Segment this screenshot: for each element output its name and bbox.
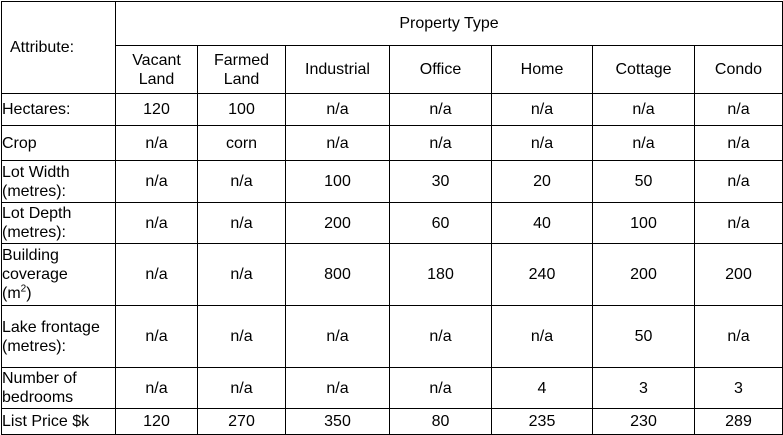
row-label-lot-width: Lot Width (metres):	[1, 160, 116, 203]
row-label-hectares: Hectares:	[1, 93, 116, 126]
table-cell: 200	[285, 202, 390, 244]
table-cell: 120	[115, 408, 198, 435]
row-label-crop: Crop	[1, 125, 116, 161]
table-cell: n/a	[115, 160, 198, 203]
table-cell: n/a	[592, 93, 695, 126]
table-cell: 100	[592, 202, 695, 244]
table-cell: n/a	[115, 125, 198, 161]
table-cell: n/a	[694, 93, 783, 126]
row-label-building-coverage: Building coverage (m2)	[1, 243, 116, 306]
row-label-list-price: List Price $k	[1, 408, 116, 435]
row-label-number-of-bedrooms: Number of bedrooms	[1, 367, 116, 409]
column-header-industrial: Industrial	[285, 45, 390, 94]
table-cell: 3	[694, 367, 783, 409]
table-cell: 180	[389, 243, 492, 306]
table-cell: 30	[389, 160, 492, 203]
table-cell: n/a	[389, 93, 492, 126]
column-header-cottage: Cottage	[592, 45, 695, 94]
table-cell: n/a	[491, 305, 593, 368]
table-row: Lot Width (metres): n/a n/a 100 30 20 50…	[1, 160, 783, 203]
table-cell: 80	[389, 408, 492, 435]
column-header-farmed-land: Farmed Land	[197, 45, 286, 94]
header-row-group: Attribute: Property Type	[1, 1, 783, 94]
table-cell: 3	[592, 367, 695, 409]
table-cell: n/a	[197, 367, 286, 409]
table-row: Crop n/a corn n/a n/a n/a n/a n/a	[1, 125, 783, 161]
attribute-header: Attribute:	[1, 1, 116, 94]
property-type-header: Property Type	[115, 1, 783, 46]
table-cell: 270	[197, 408, 286, 435]
table-cell: n/a	[389, 125, 492, 161]
table-row: Lot Depth (metres): n/a n/a 200 60 40 10…	[1, 202, 783, 244]
table-cell: n/a	[115, 367, 198, 409]
table-cell: 350	[285, 408, 390, 435]
table-cell: n/a	[285, 125, 390, 161]
table-cell: 100	[197, 93, 286, 126]
table-cell: 235	[491, 408, 593, 435]
table-cell: 20	[491, 160, 593, 203]
table-cell: n/a	[197, 160, 286, 203]
table-cell: n/a	[197, 202, 286, 244]
table-cell: n/a	[197, 305, 286, 368]
table-cell: 50	[592, 160, 695, 203]
row-label-lake-frontage: Lake frontage (metres):	[1, 305, 116, 368]
column-header-home: Home	[491, 45, 593, 94]
table-cell: 800	[285, 243, 390, 306]
table-cell: 50	[592, 305, 695, 368]
table-cell: 4	[491, 367, 593, 409]
header-row-columns: Vacant Land Farmed Land Industrial Offic…	[2, 45, 783, 94]
table-cell: 40	[491, 202, 593, 244]
table-cell: n/a	[115, 243, 198, 306]
table-cell: n/a	[197, 243, 286, 306]
table-cell: n/a	[491, 93, 593, 126]
table-cell: 240	[491, 243, 593, 306]
table-cell: n/a	[115, 202, 198, 244]
table-row: Number of bedrooms n/a n/a n/a n/a 4 3 3	[1, 367, 783, 409]
table-cell: 100	[285, 160, 390, 203]
table-row: Hectares: 120 100 n/a n/a n/a n/a n/a	[1, 93, 783, 126]
table-cell: n/a	[694, 305, 783, 368]
column-header-vacant-land: Vacant Land	[115, 45, 198, 94]
table-row: List Price $k 120 270 350 80 235 230 289	[1, 408, 783, 435]
column-header-office: Office	[389, 45, 492, 94]
table-row: Building coverage (m2) n/a n/a 800 180 240…	[1, 243, 783, 306]
table-cell: corn	[197, 125, 286, 161]
table-cell: n/a	[389, 305, 492, 368]
table-cell: n/a	[285, 367, 390, 409]
row-label-lot-depth: Lot Depth (metres):	[1, 202, 116, 244]
table-cell: n/a	[115, 305, 198, 368]
table-cell: n/a	[694, 202, 783, 244]
column-header-condo: Condo	[694, 45, 783, 94]
table-cell: 200	[592, 243, 695, 306]
table-cell: 230	[592, 408, 695, 435]
table-cell: 289	[694, 408, 783, 435]
table-cell: 120	[115, 93, 198, 126]
table-row: Lake frontage (metres): n/a n/a n/a n/a …	[1, 305, 783, 368]
table-cell: n/a	[389, 367, 492, 409]
table-cell: 60	[389, 202, 492, 244]
table-cell: n/a	[491, 125, 593, 161]
table-cell: n/a	[285, 305, 390, 368]
table-cell: n/a	[592, 125, 695, 161]
table-cell: n/a	[694, 160, 783, 203]
table-cell: 200	[694, 243, 783, 306]
table-cell: n/a	[285, 93, 390, 126]
table-cell: n/a	[694, 125, 783, 161]
